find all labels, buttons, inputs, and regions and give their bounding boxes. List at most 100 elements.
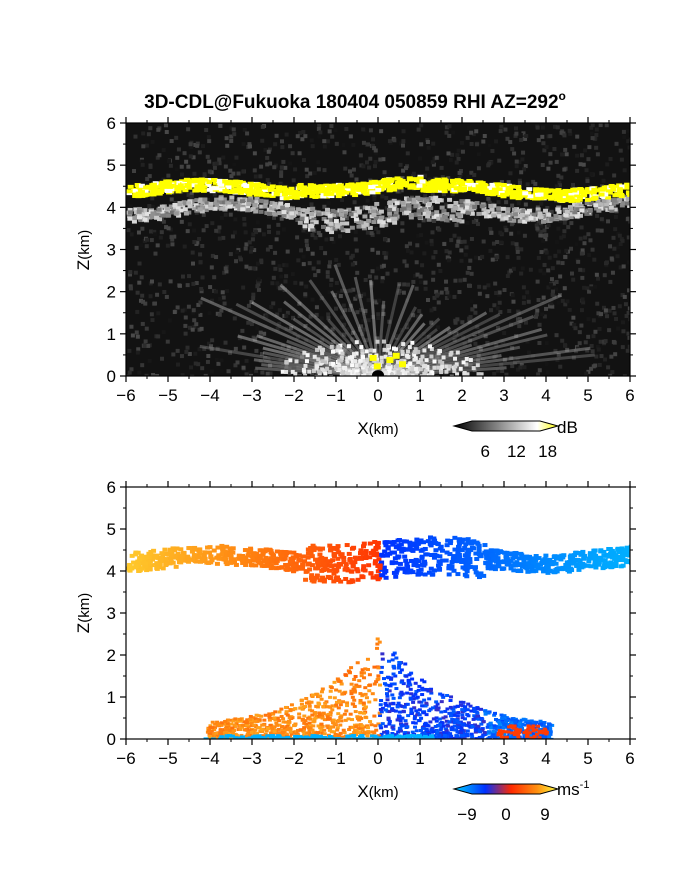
velocity-pixel <box>608 551 614 556</box>
cloud-base-pixel <box>371 179 378 184</box>
noise-pixel <box>618 265 623 270</box>
noise-pixel <box>563 302 568 307</box>
velocity-pixel <box>597 556 603 561</box>
clutter-pixel <box>410 367 415 372</box>
noise-pixel <box>170 237 175 242</box>
noise-pixel <box>305 230 310 235</box>
noise-pixel <box>418 313 423 318</box>
noise-pixel <box>249 245 254 250</box>
noise-pixel <box>564 248 569 253</box>
clutter-pixel <box>441 355 446 360</box>
clutter-pixel <box>362 369 367 374</box>
noise-pixel <box>411 313 416 318</box>
noise-pixel <box>510 220 515 225</box>
noise-pixel <box>135 309 140 314</box>
noise-pixel <box>384 251 389 256</box>
cloud-base-pixel <box>475 189 482 194</box>
noise-pixel <box>316 167 321 172</box>
noise-pixel <box>318 233 323 238</box>
cloud-base-pixel <box>292 190 299 195</box>
top-x-tick-label: −3 <box>242 386 261 405</box>
noise-pixel <box>197 327 202 332</box>
velocity-pixel <box>619 546 625 551</box>
noise-pixel <box>370 143 375 148</box>
cloud-echo-pixel <box>426 210 432 215</box>
noise-pixel <box>489 230 494 235</box>
velocity-pixel <box>511 568 517 573</box>
cloud-base-pixel <box>455 186 462 191</box>
velocity-pixel <box>303 577 309 582</box>
clutter-pixel <box>369 374 374 376</box>
cloud-echo-pixel <box>558 215 564 220</box>
noise-pixel <box>292 357 297 362</box>
noise-pixel <box>215 311 220 316</box>
clutter-pixel <box>347 355 352 360</box>
noise-pixel <box>519 363 524 368</box>
cloud-echo-pixel <box>133 207 139 212</box>
cloud-base-pixel <box>606 190 613 195</box>
noise-pixel <box>310 373 315 376</box>
noise-pixel <box>211 288 216 293</box>
noise-pixel <box>162 289 167 294</box>
clutter-pixel <box>375 339 380 344</box>
noise-pixel <box>474 129 479 134</box>
cloud-base-pixel <box>344 186 351 191</box>
velocity-pixel <box>283 567 289 572</box>
noise-pixel <box>542 228 547 233</box>
noise-pixel <box>495 240 500 245</box>
noise-pixel <box>219 369 224 374</box>
noise-pixel <box>621 329 626 334</box>
cloud-echo-pixel <box>339 221 345 226</box>
clutter-pixel <box>416 349 421 354</box>
noise-pixel <box>198 312 203 317</box>
noise-pixel <box>626 235 630 240</box>
noise-pixel <box>523 202 528 207</box>
clutter-pixel <box>420 361 425 366</box>
velocity-pixel <box>342 567 348 572</box>
noise-pixel <box>304 238 309 243</box>
velocity-pixel <box>373 559 379 564</box>
noise-pixel <box>614 316 619 321</box>
velocity-pixel <box>547 568 553 573</box>
noise-pixel <box>555 357 560 362</box>
noise-pixel <box>452 337 457 342</box>
noise-pixel <box>287 371 292 376</box>
velocity-pixel <box>332 554 338 559</box>
cloud-base-pixel <box>599 187 606 192</box>
velocity-pixel <box>314 575 320 580</box>
velocity-pixel <box>434 553 440 558</box>
noise-pixel <box>202 174 207 179</box>
noise-pixel <box>340 288 345 293</box>
cloud-echo-pixel <box>393 211 399 216</box>
noise-pixel <box>334 257 339 262</box>
cloud-echo-pixel <box>505 212 511 217</box>
clutter-pixel <box>325 366 330 371</box>
noise-pixel <box>242 127 247 132</box>
noise-pixel <box>398 162 403 167</box>
noise-pixel <box>223 164 228 169</box>
noise-pixel <box>207 169 212 174</box>
noise-pixel <box>187 352 192 357</box>
noise-pixel <box>434 293 439 298</box>
noise-pixel <box>437 227 442 232</box>
noise-pixel <box>522 167 527 172</box>
cloud-echo-pixel <box>392 220 398 225</box>
cloud-echo-pixel <box>481 206 487 211</box>
noise-pixel <box>538 229 543 234</box>
velocity-pixel <box>572 553 578 558</box>
noise-pixel <box>292 331 297 336</box>
noise-pixel <box>341 303 346 308</box>
noise-pixel <box>167 159 172 164</box>
noise-pixel <box>435 353 440 358</box>
noise-pixel <box>611 305 616 310</box>
clutter-pixel <box>410 340 415 345</box>
noise-pixel <box>604 123 609 128</box>
cloud-echo-pixel <box>531 212 537 217</box>
velocity-pixel <box>242 548 248 553</box>
noise-pixel <box>342 150 347 155</box>
noise-pixel <box>157 282 162 287</box>
cloud-echo-pixel <box>239 199 245 204</box>
noise-pixel <box>241 365 246 370</box>
cloud-echo-pixel <box>127 207 133 212</box>
noise-pixel <box>519 247 524 252</box>
